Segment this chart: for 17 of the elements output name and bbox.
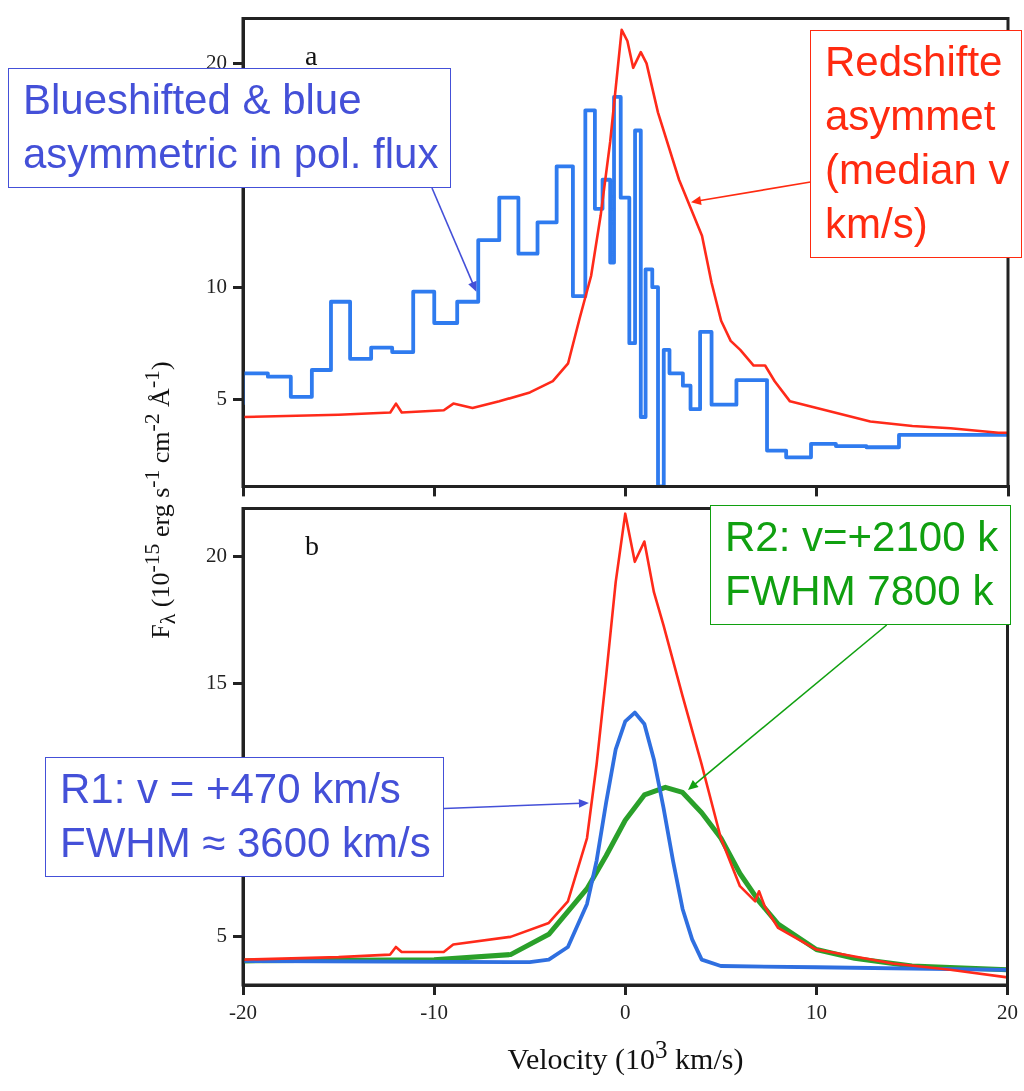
annotation: Redshifte asymmet (median v km/s): [810, 30, 1023, 258]
annotation: R1: v = +470 km/s FWHM ≈ 3600 km/s: [45, 757, 444, 877]
x-axis-title: Velocity (10$^{3}$ km/s): [506, 1036, 745, 1076]
annotation: b: [305, 529, 319, 561]
x-tick-label: -20: [229, 1000, 257, 1025]
y-tick-label: 20: [206, 543, 227, 568]
annotation: a: [305, 39, 318, 71]
annotation: R2: v=+2100 k FWHM 7800 k: [710, 505, 1012, 625]
y-tick-label: 5: [216, 923, 227, 948]
y-tick-label: 15: [206, 669, 227, 694]
x-tick-label: 20: [997, 1000, 1018, 1025]
y-tick-label: 5: [216, 385, 227, 410]
y-tick-label: 10: [206, 273, 227, 298]
x-tick-label: 0: [620, 1000, 631, 1025]
x-tick-label: -10: [420, 1000, 449, 1025]
x-tick-label: 10: [805, 1000, 827, 1025]
annotation: Blueshifted & blue asymmetric in pol. flux: [23, 76, 439, 177]
